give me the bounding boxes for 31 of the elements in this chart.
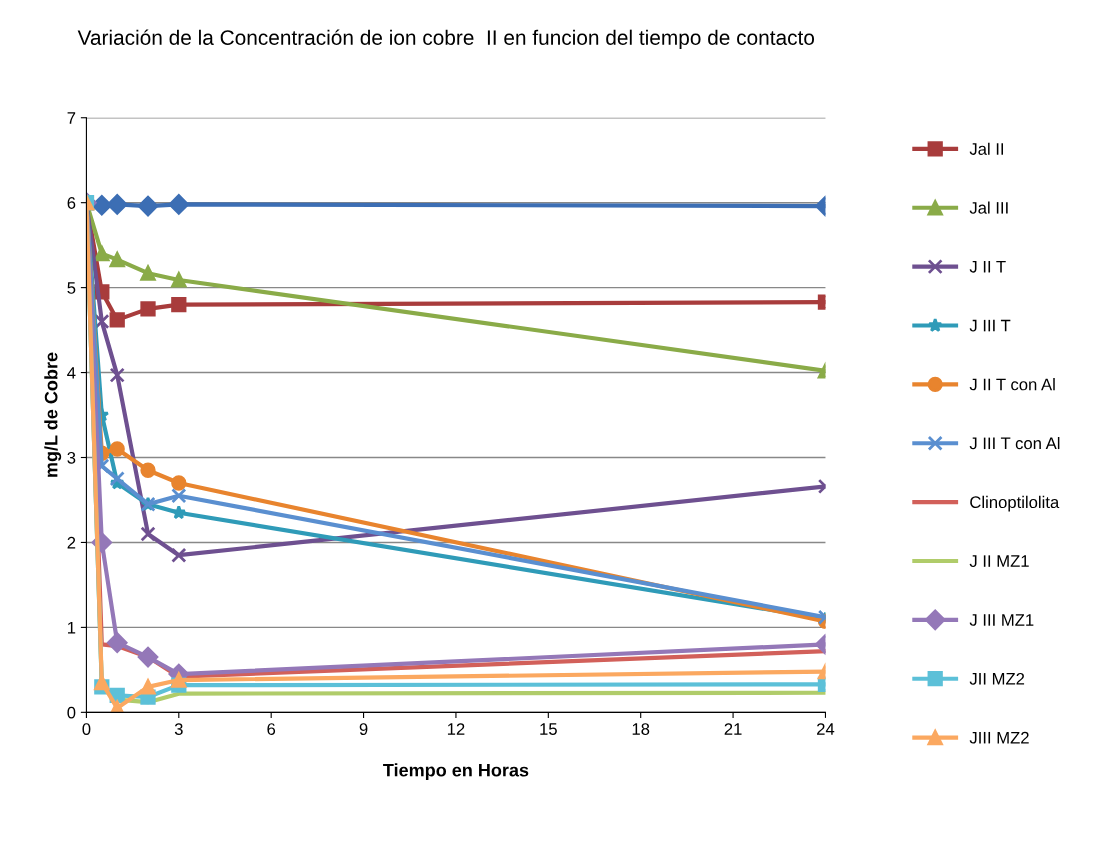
y-tick-label: 0 [67, 706, 76, 719]
x-tick-label: 3 [174, 723, 183, 735]
y-tick-label: 1 [68, 621, 76, 634]
x-tick-label: 24 [817, 723, 835, 735]
legend-label: Clinoptilolita [970, 495, 1060, 512]
legend-label: JII MZ2 [969, 672, 1025, 685]
y-tick-label: 7 [67, 112, 76, 124]
legend-label: J II T con Al [969, 378, 1055, 391]
chart-title: Variación de la Concentración de ion cobre II en funcion del tiempo de contacto [77, 29, 815, 50]
y-tick-label: 3 [67, 451, 76, 464]
legend-label: J II MZ1 [969, 555, 1029, 567]
x-tick-label: 15 [540, 723, 557, 735]
x-tick-label: 21 [724, 723, 742, 735]
x-tick-label: 9 [359, 723, 368, 735]
x-tick-label: 6 [267, 723, 276, 735]
x-tick-label: 0 [82, 723, 91, 735]
x-tick-label: 18 [632, 723, 650, 735]
y-tick-label: 4 [67, 367, 76, 379]
y-tick-label: 6 [67, 197, 76, 209]
legend-label: J II T [969, 261, 1006, 273]
y-axis-title: mg/L de Cobre [44, 352, 62, 477]
legend-label: J III MZ1 [969, 614, 1034, 626]
y-tick-label: 5 [67, 282, 76, 294]
legend-label: Jal III [969, 201, 1008, 214]
legend-label: JIII MZ2 [969, 731, 1029, 744]
x-tick-label: 12 [447, 723, 465, 735]
legend-label: J III T con Al [969, 436, 1060, 450]
legend-label: Jal II [969, 142, 1004, 155]
legend-label: J III T [969, 319, 1011, 332]
y-tick-label: 2 [67, 536, 76, 549]
x-axis-title: Tiempo en Horas [383, 763, 529, 781]
